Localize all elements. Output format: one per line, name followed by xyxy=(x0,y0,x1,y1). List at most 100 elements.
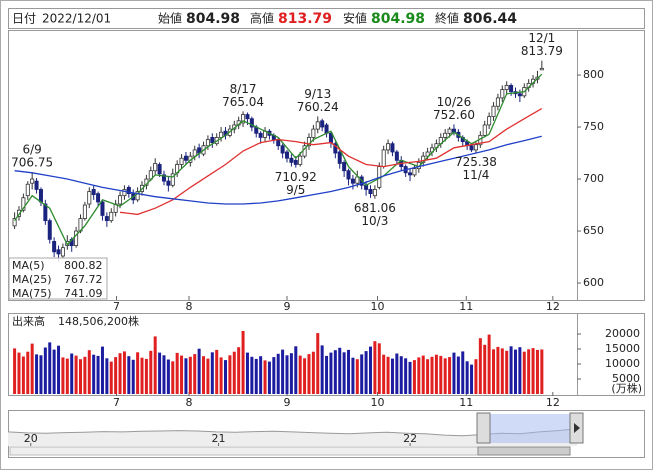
volume-bar xyxy=(347,349,351,394)
candle-body xyxy=(320,120,325,128)
candle-body xyxy=(249,118,254,128)
candle-body xyxy=(258,132,263,138)
volume-bar xyxy=(122,351,126,394)
volume-bar xyxy=(311,351,315,394)
close-value: 806.44 xyxy=(463,11,517,27)
volume-bar xyxy=(518,347,522,394)
scrollbar-thumb[interactable] xyxy=(477,446,571,456)
candle-body xyxy=(157,164,162,175)
volume-bar xyxy=(237,347,241,394)
candle-body xyxy=(96,193,101,203)
volume-bar xyxy=(443,358,447,394)
volume-bar xyxy=(188,356,192,394)
slider-arrow xyxy=(574,423,580,433)
volume-bar xyxy=(452,352,456,394)
volume-bar xyxy=(426,359,430,394)
volume-title: 出来高 xyxy=(12,314,45,328)
volume-bar xyxy=(232,351,236,394)
volume-bar xyxy=(285,355,289,394)
volume-bar xyxy=(57,345,61,394)
legend-value: 800.82 xyxy=(64,259,103,272)
y-tick-label: 650 xyxy=(583,224,604,237)
volume-bar xyxy=(294,346,298,394)
candle-body xyxy=(368,189,373,195)
volume-bar xyxy=(17,352,21,394)
volume-bar xyxy=(61,357,65,394)
candle-body xyxy=(346,170,351,180)
candle-body xyxy=(47,220,52,240)
low-label: 安値 xyxy=(343,11,367,26)
candle-body xyxy=(473,144,478,151)
volume-bar xyxy=(531,348,535,394)
candle-body xyxy=(342,161,347,172)
candle-body xyxy=(495,97,500,107)
volume-bar xyxy=(100,346,104,394)
volume-bar xyxy=(272,357,276,394)
annotation-value: 765.04 xyxy=(222,95,264,109)
volume-bar xyxy=(175,352,179,394)
candle-body xyxy=(315,121,320,130)
candle-body xyxy=(285,151,290,159)
x-tick-label: 8 xyxy=(186,300,193,313)
y-tick-label: 750 xyxy=(583,120,604,133)
volume-bar xyxy=(412,360,416,394)
x-tick-label: 8 xyxy=(186,396,193,409)
volume-bar xyxy=(522,351,526,394)
candle-body xyxy=(412,168,417,176)
annotation-value: 681.06 xyxy=(354,201,396,215)
candle-body xyxy=(372,189,377,197)
candle-body xyxy=(241,114,246,124)
candle-body xyxy=(12,218,17,227)
volume-bar xyxy=(373,341,377,394)
volume-bar xyxy=(96,355,100,394)
header-frame xyxy=(8,8,645,29)
volume-bar xyxy=(131,359,135,394)
candle-body xyxy=(87,191,92,205)
close-label: 終値 xyxy=(435,11,459,26)
candle-body xyxy=(56,249,61,255)
candle-body xyxy=(482,124,487,136)
volume-bar xyxy=(404,358,408,394)
x-tick-label: 11 xyxy=(459,300,473,313)
date-value: 2022/12/01 xyxy=(42,12,111,26)
volume-bar xyxy=(87,350,91,394)
annotation-value: 710.92 xyxy=(275,170,317,184)
y-tick-label: 20000 xyxy=(605,327,640,340)
candle-body xyxy=(333,143,338,154)
volume-bar xyxy=(153,336,157,394)
volume-bar xyxy=(298,355,302,394)
candle-body xyxy=(109,211,114,222)
candle-body xyxy=(298,155,303,165)
volume-bar xyxy=(470,364,474,394)
candle-body xyxy=(245,114,250,120)
legend-value: 741.09 xyxy=(64,287,103,300)
candle-body xyxy=(74,230,79,247)
volume-bar xyxy=(114,357,118,394)
candle-body xyxy=(447,128,452,134)
candle-body xyxy=(390,143,395,153)
candle-body xyxy=(539,67,544,71)
volume-bar xyxy=(461,351,465,394)
volume-bar xyxy=(342,352,346,394)
volume-bar xyxy=(289,353,293,394)
candle-body xyxy=(166,180,171,186)
candle-body xyxy=(100,201,105,216)
volume-bar xyxy=(13,348,17,394)
y-tick-label: 5000 xyxy=(612,372,640,385)
volume-bar xyxy=(540,349,544,394)
annotation-value: 725.38 xyxy=(455,155,497,169)
volume-bar xyxy=(35,354,39,394)
x-tick-label: 7 xyxy=(113,396,120,409)
candle-body xyxy=(355,176,360,184)
volume-bar xyxy=(527,349,531,394)
candle-body xyxy=(504,85,509,90)
volume-bar xyxy=(118,353,122,394)
high-label: 高値 xyxy=(250,11,274,26)
candle-body xyxy=(91,189,96,196)
volume-bar xyxy=(355,359,359,394)
candle-body xyxy=(408,172,413,176)
slider-handle-left[interactable] xyxy=(476,412,491,444)
candle-body xyxy=(38,189,43,203)
volume-bar xyxy=(254,358,258,394)
volume-bar xyxy=(364,351,368,394)
